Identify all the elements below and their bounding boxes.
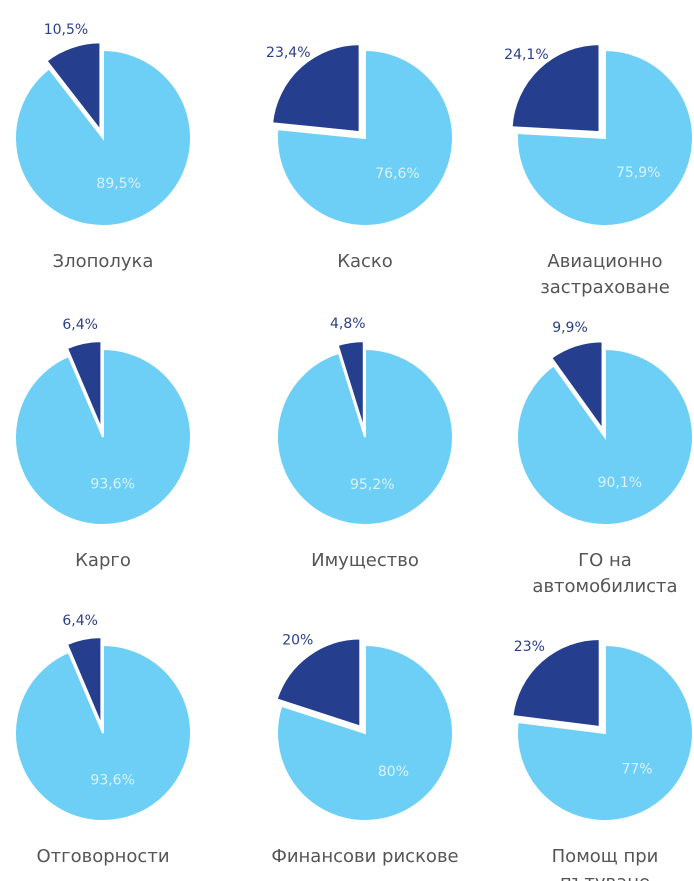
slice-label: 6,4%	[62, 613, 98, 629]
chart-title: Злополука	[52, 251, 154, 272]
chart-title: ГО на автомобилиста	[532, 550, 678, 597]
chart-title: Финансови рискове	[271, 846, 459, 867]
slice-label: 23%	[514, 639, 545, 655]
pie-slice	[65, 636, 103, 726]
chart-title: Имущество	[311, 550, 419, 571]
pie-slice	[276, 48, 454, 227]
slice-label: 80%	[378, 764, 409, 780]
pie-slice	[45, 41, 102, 134]
pie-slice	[516, 643, 694, 822]
pie-slice	[14, 48, 192, 227]
slice-label: 24,1%	[504, 47, 548, 63]
pie-slice	[65, 340, 103, 430]
slice-label: 95,2%	[350, 477, 394, 493]
slice-label: 23,4%	[266, 45, 310, 61]
chart-title: Карго	[75, 550, 131, 571]
slice-label: 10,5%	[44, 22, 88, 38]
pie-slice	[276, 347, 454, 526]
slice-label: 76,6%	[375, 166, 419, 182]
slice-label: 75,9%	[616, 165, 660, 181]
chart-title: Авиационно застраховане	[540, 251, 670, 298]
pie-slice	[336, 340, 365, 430]
slice-label: 93,6%	[90, 476, 134, 492]
pie-slice	[14, 347, 192, 526]
pie-slice	[276, 643, 454, 822]
slice-label: 93,6%	[90, 772, 134, 788]
slice-label: 77%	[621, 761, 652, 777]
pie-slice	[516, 48, 694, 227]
slice-label: 90,1%	[598, 475, 642, 491]
slice-label: 6,4%	[62, 317, 98, 333]
slice-label: 9,9%	[552, 320, 588, 336]
pie-slice	[549, 340, 604, 433]
chart-title: Помощ при пътуване	[551, 846, 659, 881]
pie-slice	[511, 637, 601, 729]
pie-slice	[14, 643, 192, 822]
pie-slice	[275, 637, 362, 728]
slice-label: 89,5%	[96, 176, 140, 192]
pie-slice	[270, 43, 361, 134]
chart-title: Отговорности	[36, 846, 170, 867]
pie-slice	[510, 43, 601, 134]
chart-title: Каско	[337, 251, 393, 272]
pie-slice	[516, 347, 694, 526]
slice-label: 4,8%	[330, 316, 366, 332]
slice-label: 20%	[282, 632, 313, 648]
